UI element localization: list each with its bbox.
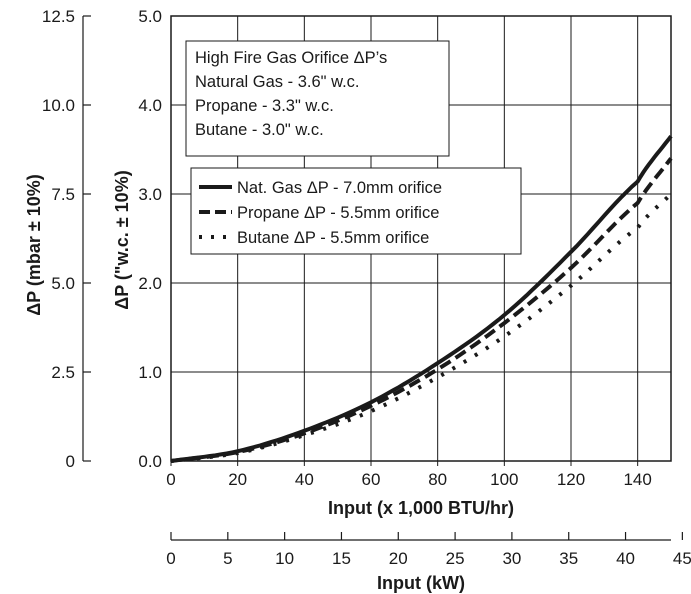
y-tick-label-wc: 5.0	[138, 7, 162, 26]
x-tick-label-kw: 10	[275, 549, 294, 568]
info-box-title: High Fire Gas Orifice ΔP’s	[195, 49, 387, 67]
info-box-line-propane: Propane - 3.3" w.c.	[195, 97, 334, 115]
x-tick-label-btu: 100	[490, 470, 518, 489]
x-tick-label-btu: 140	[623, 470, 651, 489]
x-tick-label-kw: 35	[559, 549, 578, 568]
x-tick-label-kw: 0	[166, 549, 175, 568]
y-tick-label-wc: 3.0	[138, 185, 162, 204]
legend-label-butane: Butane ΔP - 5.5mm orifice	[237, 229, 429, 247]
x-axis-title-kw: Input (kW)	[377, 573, 465, 593]
y-tick-label-wc: 4.0	[138, 96, 162, 115]
x-tick-label-kw: 15	[332, 549, 351, 568]
y-axis-title-mbar: ΔP (mbar ± 10%)	[24, 174, 44, 316]
x-tick-label-btu: 0	[166, 470, 175, 489]
x-tick-label-btu: 40	[295, 470, 314, 489]
x-tick-label-kw: 20	[389, 549, 408, 568]
x-tick-label-btu: 60	[362, 470, 381, 489]
info-box: High Fire Gas Orifice ΔP’s Natural Gas -…	[185, 40, 450, 157]
series-propane	[170, 157, 673, 463]
y-tick-label-wc: 0.0	[138, 452, 162, 471]
x-axis-title-btu: Input (x 1,000 BTU/hr)	[328, 498, 514, 518]
y-tick-label-mbar: 5.0	[51, 274, 75, 293]
x-tick-label-btu: 80	[428, 470, 447, 489]
x-tick-label-btu: 120	[557, 470, 585, 489]
y-tick-label-mbar: 10.0	[42, 96, 75, 115]
legend-frame	[190, 167, 522, 255]
legend-label-propane: Propane ΔP - 5.5mm orifice	[237, 204, 439, 222]
info-box-line-natural-gas: Natural Gas - 3.6" w.c.	[195, 73, 360, 91]
info-box-line-butane: Butane - 3.0" w.c.	[195, 121, 324, 139]
y-axis-title-wc: ΔP ("w.c. ± 10%)	[112, 170, 132, 309]
x-tick-label-btu: 20	[228, 470, 247, 489]
x-tick-label-kw: 5	[223, 549, 232, 568]
x-tick-label-kw: 40	[616, 549, 635, 568]
y-tick-label-mbar: 0	[66, 452, 75, 471]
y-tick-label-mbar: 12.5	[42, 7, 75, 26]
axes: 0 20 40 60 80 100 120 1400.01.02.03.04.05.002.5…	[42, 7, 691, 568]
series-layer	[170, 134, 673, 463]
y-tick-label-wc: 2.0	[138, 274, 162, 293]
x-tick-label-kw: 25	[446, 549, 465, 568]
x-tick-label-kw: 45	[673, 549, 691, 568]
y-tick-label-wc: 1.0	[138, 363, 162, 382]
x-tick-label-kw: 30	[502, 549, 521, 568]
y-tick-label-mbar: 7.5	[51, 185, 75, 204]
info-box-frame	[185, 40, 450, 157]
plot-frame	[170, 15, 672, 462]
legend: Nat. Gas ΔP - 7.0mm orifice Propane ΔP -…	[190, 167, 522, 255]
legend-label-natural-gas: Nat. Gas ΔP - 7.0mm orifice	[237, 179, 442, 197]
y-tick-label-mbar: 2.5	[51, 363, 75, 382]
